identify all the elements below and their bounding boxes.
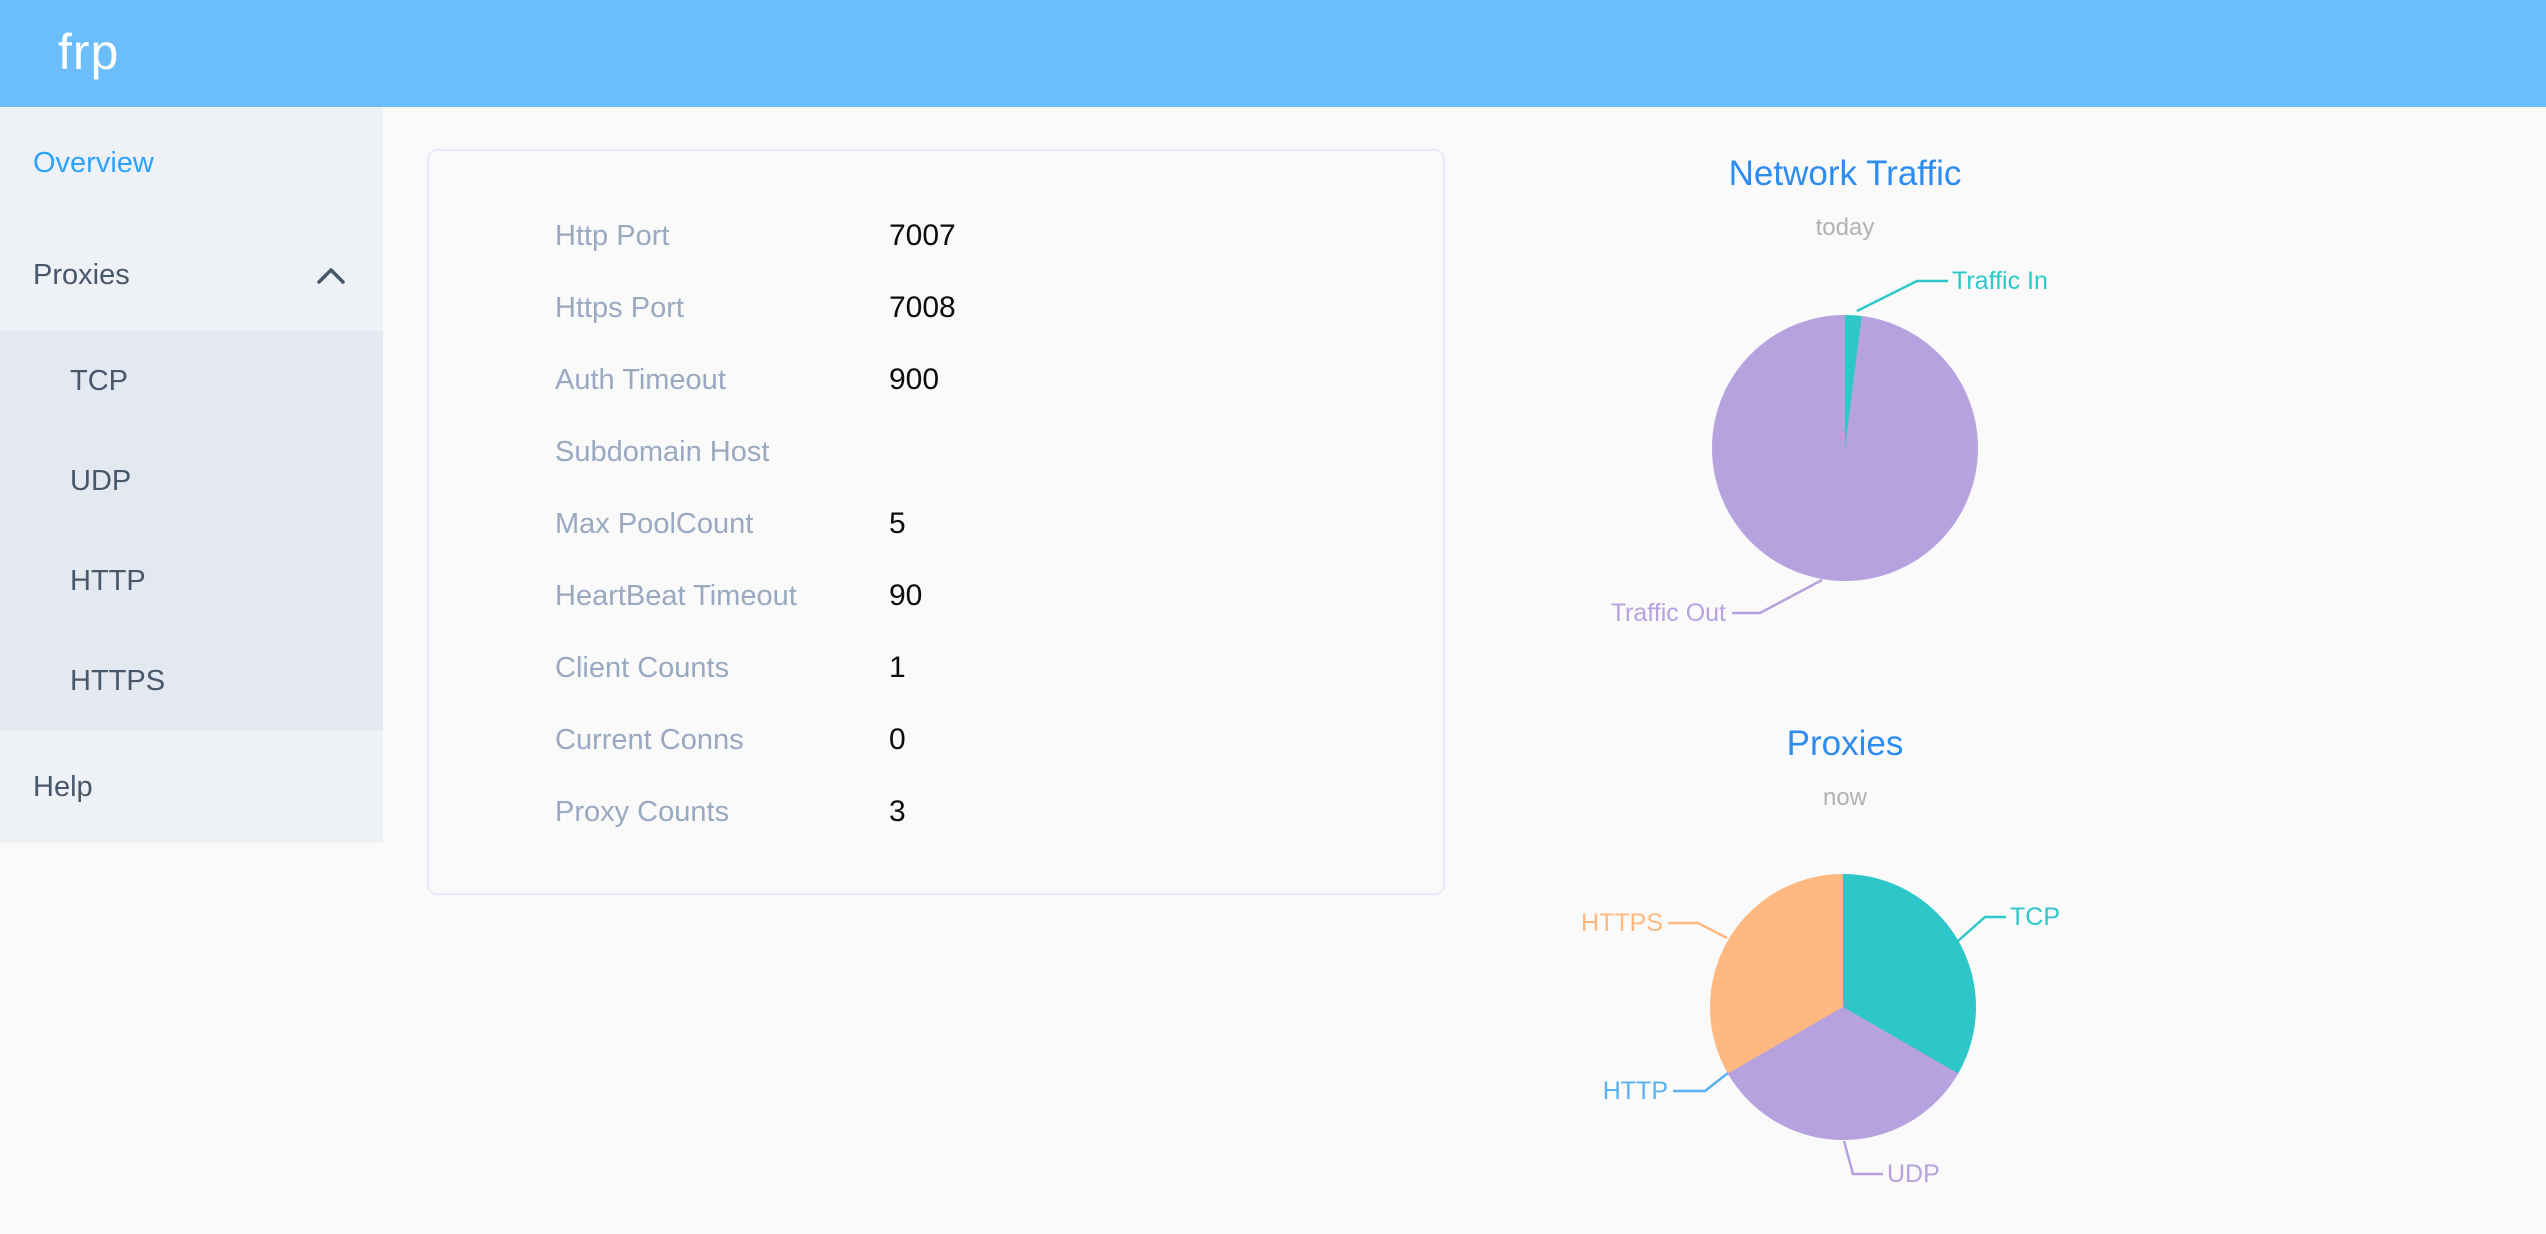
app-header: frp [0, 0, 2546, 107]
info-row-subdomain-host: Subdomain Host [429, 416, 1443, 488]
info-row-https-port: Https Port 7008 [429, 272, 1443, 344]
sidebar-item-label: HTTP [70, 565, 146, 597]
sidebar-item-label: Proxies [33, 259, 130, 291]
info-value: 900 [889, 363, 940, 396]
sidebar-item-https[interactable]: HTTPS [0, 631, 383, 731]
info-value: 7008 [889, 291, 956, 324]
info-value: 0 [889, 723, 906, 756]
udp-label: UDP [1887, 1160, 1940, 1188]
network-traffic-chart: Network Traffic today Traffic In Traffic… [1470, 130, 2220, 690]
chart-subtitle: now [1822, 784, 1868, 811]
info-label: HeartBeat Timeout [555, 579, 797, 612]
info-row-max-poolcount: Max PoolCount 5 [429, 488, 1443, 560]
traffic-out-label: Traffic Out [1610, 599, 1726, 627]
frp-logo: frp [58, 24, 120, 80]
sidebar-item-proxies[interactable]: Proxies [0, 219, 383, 331]
sidebar-item-label: UDP [70, 465, 132, 497]
network-traffic-pie [1712, 315, 1978, 581]
info-row-http-port: Http Port 7007 [429, 200, 1443, 272]
sidebar: Overview Proxies TCP UDP HTTP HTTPS Help [0, 107, 383, 843]
sidebar-item-udp[interactable]: UDP [0, 431, 383, 531]
sidebar-item-label: TCP [70, 365, 128, 397]
info-value: 1 [889, 651, 906, 684]
info-value: 7007 [889, 219, 956, 252]
info-row-current-conns: Current Conns 0 [429, 704, 1443, 776]
proxies-submenu: TCP UDP HTTP HTTPS [0, 331, 383, 731]
proxies-chart: Proxies now TCP UDP HTTP HTTPS [1470, 700, 2220, 1234]
https-label: HTTPS [1581, 909, 1663, 937]
info-label: Auth Timeout [555, 363, 726, 396]
info-value: 90 [889, 579, 923, 612]
udp-label-line [1842, 1140, 1883, 1176]
chart-title: Proxies [1786, 724, 1904, 763]
http-label: HTTP [1602, 1077, 1668, 1105]
server-info-card: Http Port 7007 Https Port 7008 Auth Time… [427, 149, 1445, 895]
info-label: Http Port [555, 219, 670, 252]
info-label: Subdomain Host [555, 435, 770, 468]
info-label: Client Counts [555, 651, 730, 684]
sidebar-item-overview[interactable]: Overview [0, 107, 383, 219]
info-label: Max PoolCount [555, 507, 754, 540]
sidebar-item-label: HTTPS [70, 665, 166, 697]
chevron-up-icon [317, 268, 345, 284]
info-value: 3 [889, 795, 906, 828]
info-label: Current Conns [555, 723, 744, 756]
https-label-line [1668, 921, 1728, 940]
traffic-in-label: Traffic In [1952, 267, 2048, 295]
info-row-heartbeat-timeout: HeartBeat Timeout 90 [429, 560, 1443, 632]
info-label: Https Port [555, 291, 684, 324]
info-value: 5 [889, 507, 906, 540]
http-label-line [1673, 1072, 1729, 1093]
sidebar-item-label: Help [33, 771, 93, 803]
chart-title: Network Traffic [1728, 154, 1962, 193]
tcp-label-line [1957, 915, 2006, 942]
info-row-client-counts: Client Counts 1 [429, 632, 1443, 704]
sidebar-item-http[interactable]: HTTP [0, 531, 383, 631]
traffic-in-label-line [1856, 279, 1948, 313]
sidebar-item-tcp[interactable]: TCP [0, 331, 383, 431]
info-label: Proxy Counts [555, 795, 730, 828]
proxies-pie [1710, 874, 1976, 1140]
sidebar-item-label: Overview [33, 147, 154, 179]
info-row-proxy-counts: Proxy Counts 3 [429, 776, 1443, 848]
tcp-label: TCP [2010, 903, 2060, 931]
sidebar-item-help[interactable]: Help [0, 731, 383, 843]
info-row-auth-timeout: Auth Timeout 900 [429, 344, 1443, 416]
chart-subtitle: today [1815, 214, 1875, 241]
traffic-out-label-line [1732, 578, 1823, 615]
